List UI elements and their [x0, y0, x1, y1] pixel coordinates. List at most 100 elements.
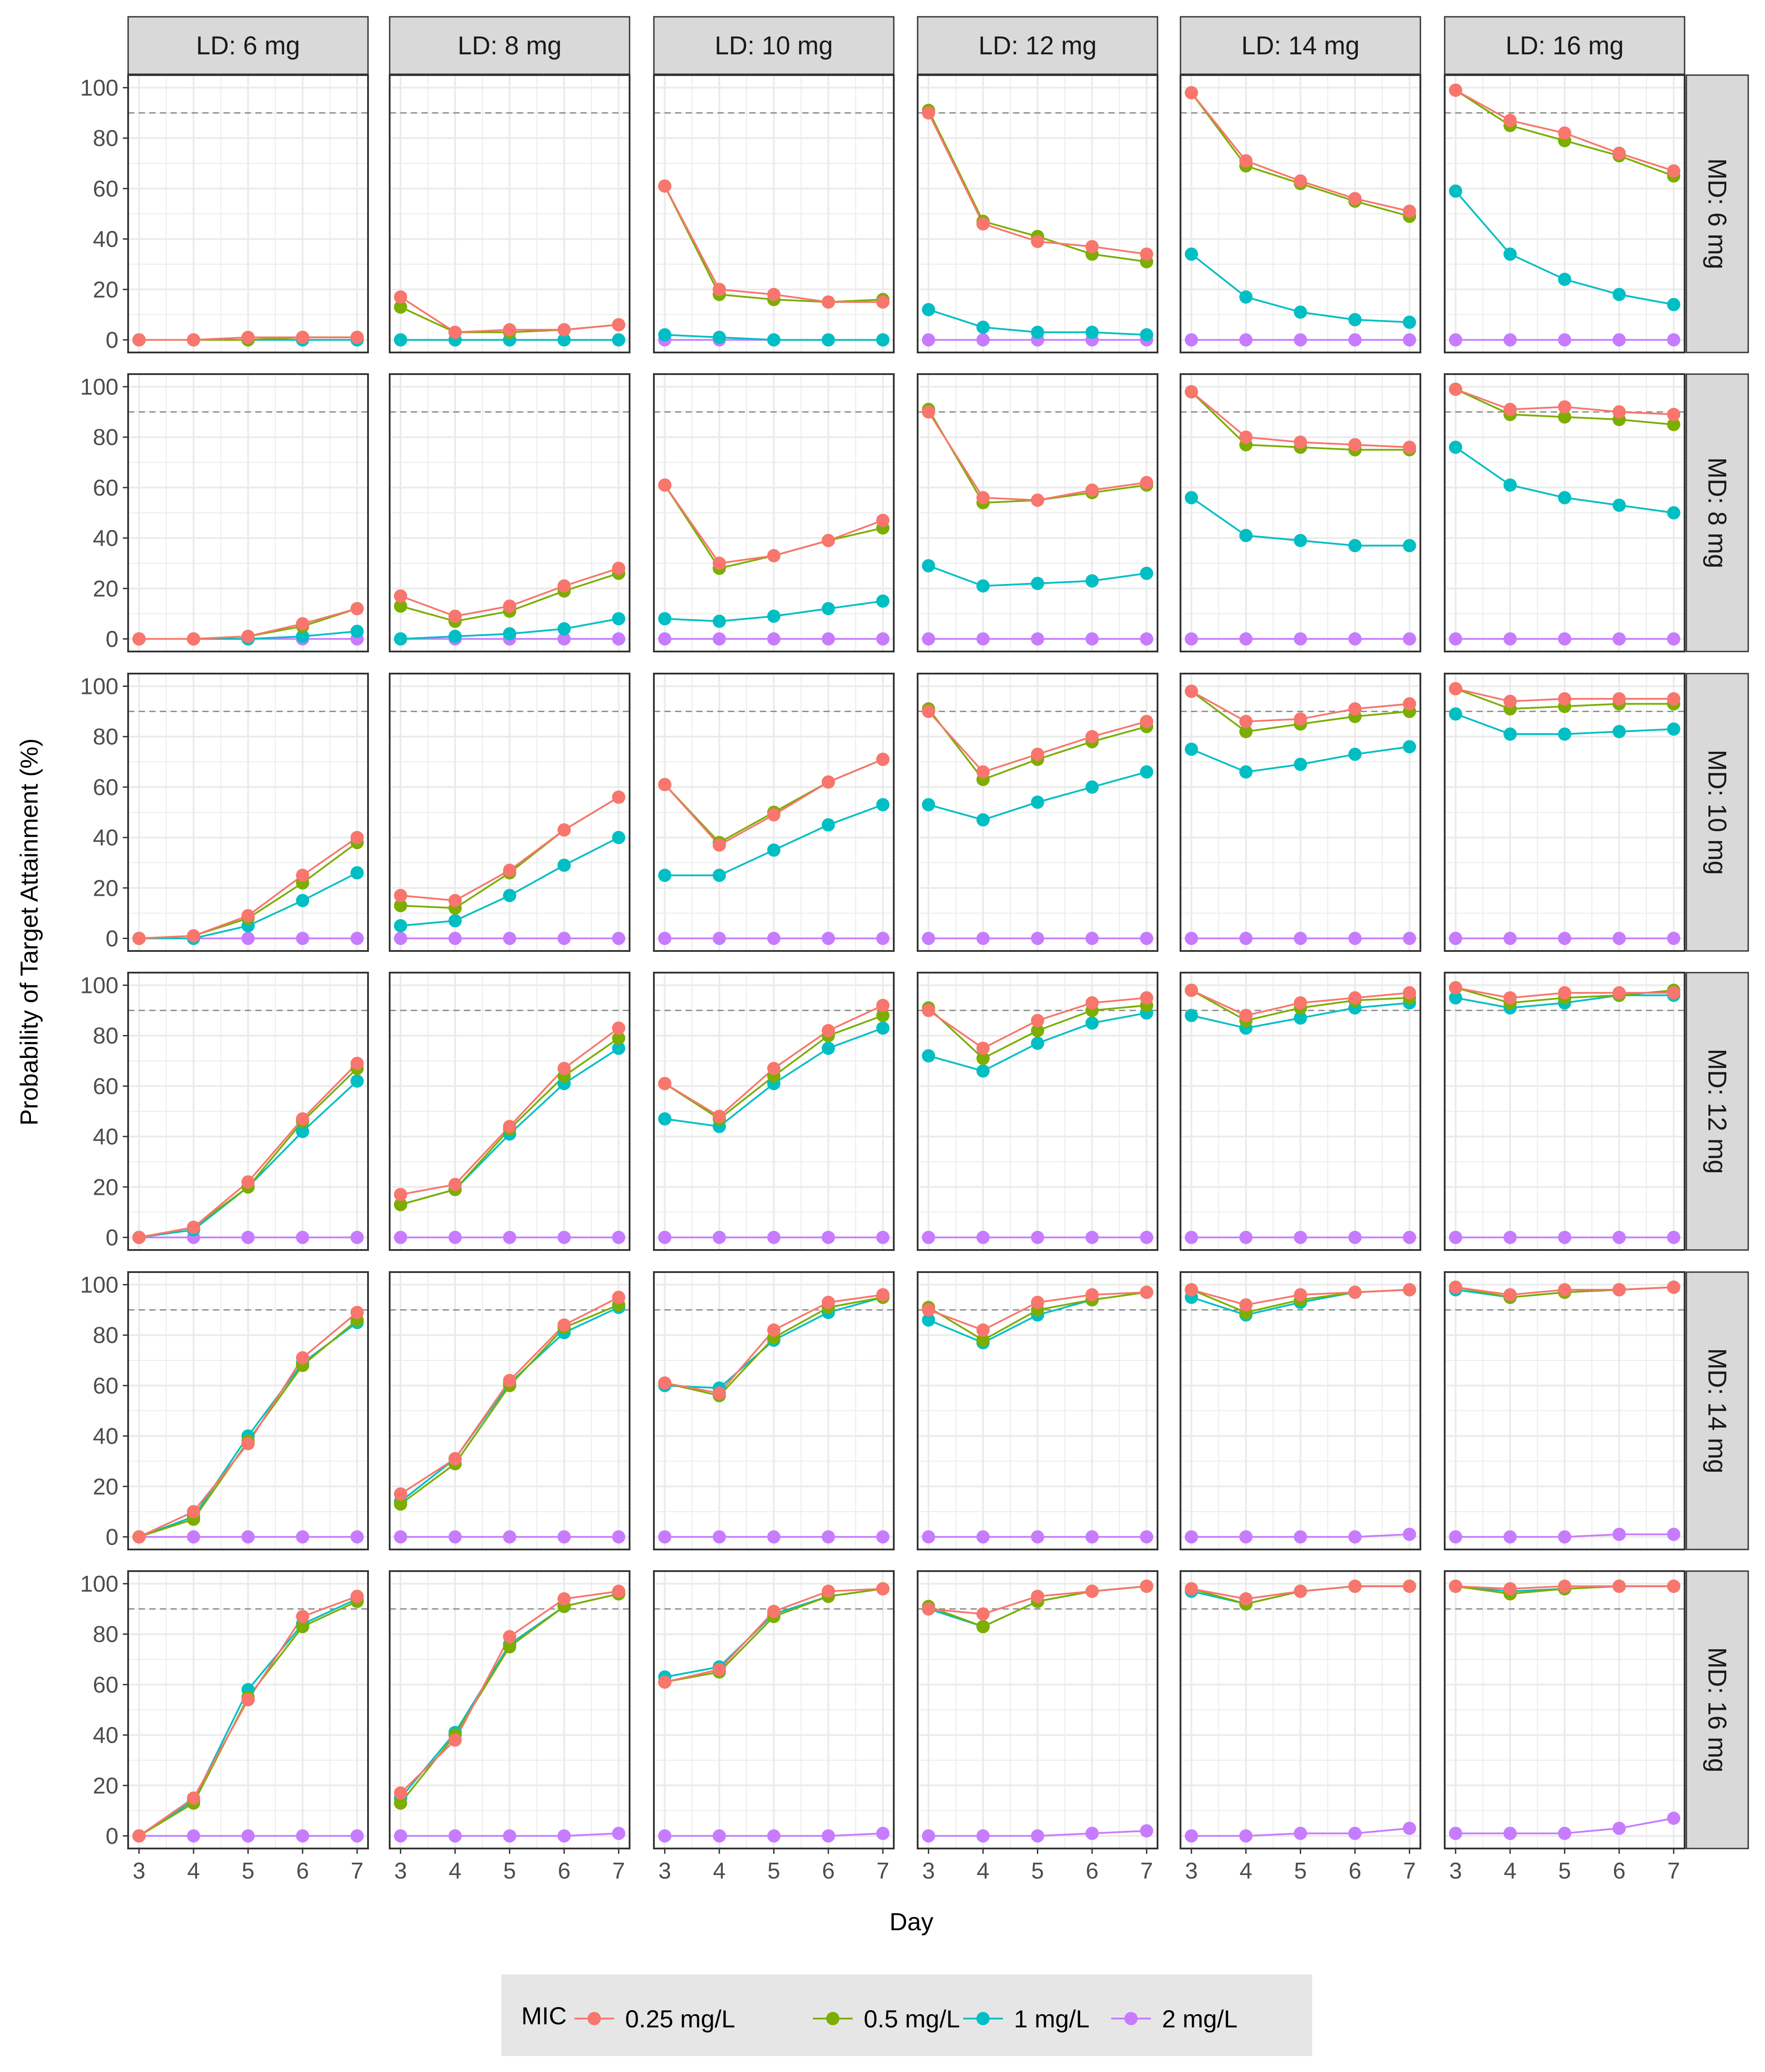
data-point: [1031, 235, 1044, 248]
data-point: [1239, 1231, 1253, 1244]
x-tick-label: 5: [503, 1858, 516, 1884]
data-point: [658, 328, 672, 342]
panel-border: [653, 972, 895, 1251]
y-tick-label: 20: [93, 1174, 118, 1200]
data-point: [1031, 1530, 1044, 1544]
data-point: [1558, 727, 1571, 741]
x-tick-label: 6: [1613, 1858, 1625, 1884]
data-point: [1403, 1283, 1416, 1296]
data-point: [713, 632, 726, 646]
data-point: [503, 599, 516, 613]
data-point: [1667, 1527, 1681, 1541]
facet-panel: [917, 74, 1158, 353]
data-point: [448, 1829, 462, 1843]
data-point: [713, 330, 726, 344]
facet-panel: 0 20 40 60 80 100: [80, 972, 369, 1251]
data-point: [1348, 313, 1362, 326]
data-point: [1558, 692, 1571, 706]
data-point: [922, 1602, 935, 1616]
data-point: [976, 320, 990, 334]
data-point: [612, 612, 626, 625]
panel-border: [653, 1271, 895, 1550]
panel-border: [917, 74, 1158, 353]
y-tick-label: 60: [93, 1672, 118, 1698]
facet-panel: [653, 74, 895, 353]
data-point: [350, 1530, 364, 1544]
data-point: [1294, 712, 1307, 726]
data-point: [1348, 1530, 1362, 1544]
data-point: [767, 632, 781, 646]
data-point: [1239, 430, 1253, 444]
data-point: [1403, 632, 1416, 646]
data-point: [1184, 742, 1198, 756]
y-tick-label: 80: [93, 1023, 118, 1049]
data-point: [1503, 694, 1517, 708]
data-point: [350, 932, 364, 945]
data-point: [448, 610, 462, 623]
data-point: [876, 999, 890, 1012]
data-point: [821, 775, 835, 789]
data-point: [187, 1829, 201, 1843]
y-tick-label: 100: [80, 973, 118, 999]
data-point: [767, 843, 781, 857]
panel-border: [1180, 972, 1421, 1251]
data-point: [394, 889, 407, 902]
x-tick-label: 7: [877, 1858, 889, 1884]
data-point: [976, 1064, 990, 1078]
facet-panel: [653, 373, 895, 652]
data-point: [713, 557, 726, 570]
x-tick-label: 6: [296, 1858, 309, 1884]
data-point: [1558, 1826, 1571, 1840]
data-point: [767, 288, 781, 301]
data-point: [1140, 476, 1154, 489]
data-point: [1140, 991, 1154, 1005]
data-point: [448, 914, 462, 928]
data-point: [350, 1590, 364, 1603]
data-point: [448, 1733, 462, 1747]
panel-border: [917, 972, 1158, 1251]
facet-panel: [1180, 1271, 1421, 1550]
x-tick-label: 3: [922, 1858, 935, 1884]
x-tick-label: 5: [1031, 1858, 1044, 1884]
data-point: [876, 1231, 890, 1244]
row-strip: [1685, 1271, 1749, 1550]
panel-border: [1180, 373, 1421, 652]
y-axis-title: Probability of Target Attainment (%): [15, 739, 43, 1126]
data-point: [1558, 1580, 1571, 1593]
data-point: [1503, 247, 1517, 261]
legend-entry: 0.5 mg/L: [813, 2005, 960, 2033]
data-point: [1184, 86, 1198, 99]
data-point: [296, 1829, 309, 1843]
facet-panel: [653, 673, 895, 952]
data-point: [1184, 932, 1198, 945]
x-tick-label: 4: [1240, 1858, 1253, 1884]
legend-entry: 0.25 mg/L: [574, 2005, 735, 2033]
legend-entry-label: 2 mg/L: [1162, 2005, 1237, 2033]
y-tick-label: 80: [93, 1622, 118, 1648]
data-point: [1612, 405, 1626, 419]
data-point: [1031, 1829, 1044, 1843]
data-point: [1503, 632, 1517, 646]
row-strip-label: MD: 10 mg: [1703, 750, 1731, 875]
data-point: [876, 1288, 890, 1302]
data-point: [1294, 1530, 1307, 1544]
column-strip-label: LD: 8 mg: [458, 31, 562, 60]
data-point: [612, 1231, 626, 1244]
data-point: [767, 549, 781, 563]
data-point: [658, 1675, 672, 1689]
data-point: [1612, 1283, 1626, 1296]
data-point: [1294, 758, 1307, 771]
data-point: [1239, 529, 1253, 542]
data-point: [296, 629, 309, 643]
data-point: [1294, 1584, 1307, 1598]
data-point: [394, 1188, 407, 1201]
data-point: [713, 932, 726, 945]
data-point: [612, 333, 626, 347]
data-point: [612, 1584, 626, 1598]
data-point: [394, 632, 407, 646]
data-point: [1612, 1580, 1626, 1593]
data-point: [503, 1630, 516, 1644]
data-point: [821, 1295, 835, 1309]
data-point: [1449, 83, 1462, 97]
data-point: [1612, 146, 1626, 160]
